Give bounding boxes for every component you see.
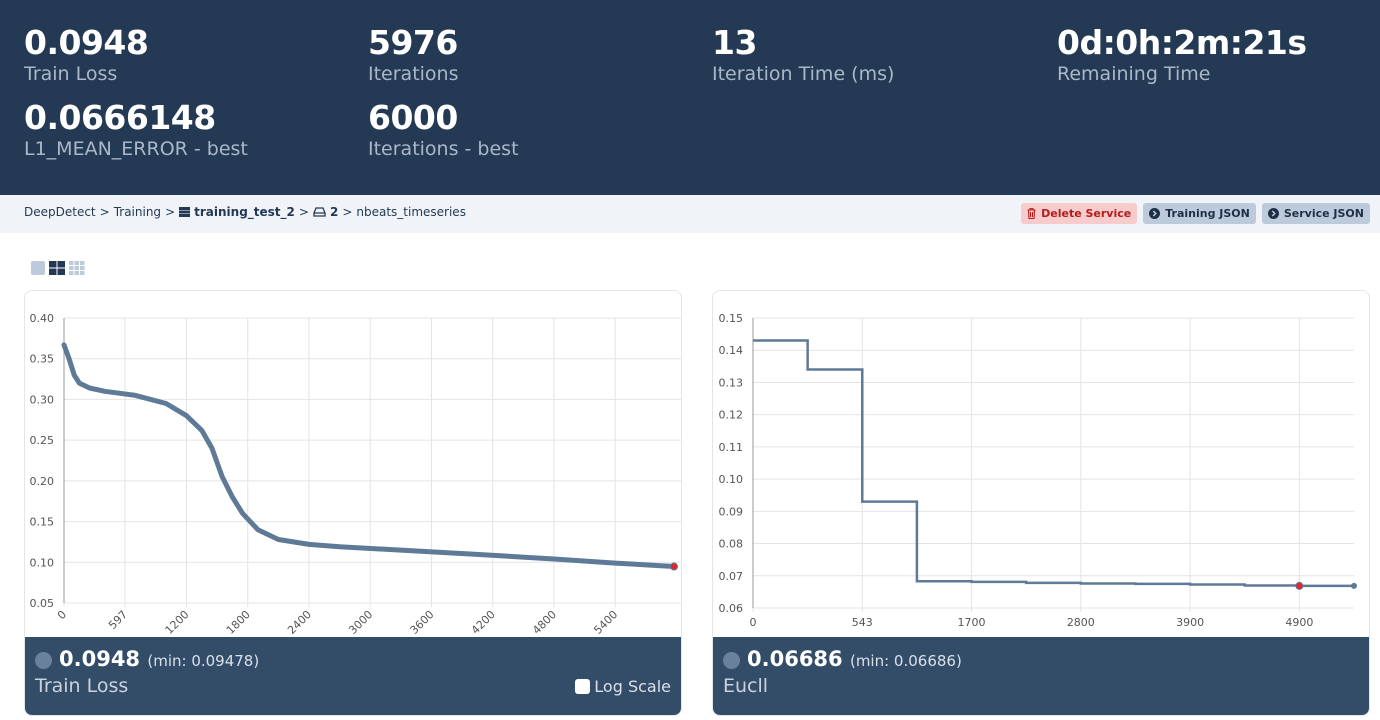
chart-name: Eucll [723, 675, 769, 697]
y-tick-label: 0.40 [30, 312, 55, 325]
training-json-button[interactable]: Training JSON [1143, 203, 1256, 224]
current-value: 0.0948 [59, 647, 141, 671]
x-tick-label: 4900 [1285, 616, 1313, 629]
last-point [1351, 582, 1357, 589]
breadcrumb-root[interactable]: DeepDetect [24, 205, 96, 219]
x-tick-label: 1800 [224, 608, 253, 637]
layout-grid-3-icon[interactable] [69, 261, 85, 275]
hdd-icon [313, 207, 326, 217]
log-scale-label: Log Scale [594, 677, 671, 696]
x-tick-label: 4800 [530, 608, 559, 637]
min-value: (min: 0.06686) [849, 652, 962, 670]
delete-label: Delete Service [1041, 207, 1132, 220]
stat-train-loss: 0.0948 Train Loss [24, 23, 149, 86]
series-color-dot [723, 652, 740, 669]
x-tick-label: 2400 [285, 608, 314, 637]
breadcrumb-model: nbeats_timeseries [356, 205, 466, 219]
stat-best-error: 0.0666148 L1_MEAN_ERROR - best [24, 98, 248, 161]
service-json-label: Service JSON [1283, 207, 1364, 220]
training-json-label: Training JSON [1165, 207, 1250, 220]
stat-remaining-time: 0d:0h:2m:21s Remaining Time [1057, 23, 1307, 86]
stats-header: 0.0948 Train Loss 5976 Iterations 13 Iterat… [0, 0, 1380, 195]
separator: > [165, 205, 176, 219]
x-tick-label: 0 [750, 616, 757, 629]
x-tick-label: 597 [106, 608, 130, 632]
layout-single-icon[interactable] [31, 261, 45, 275]
y-tick-label: 0.15 [719, 312, 744, 325]
current-value: 0.06686 [747, 647, 843, 671]
chart-footer: 0.0948 (min: 0.09478) Train Loss Log Sca… [25, 637, 681, 715]
y-tick-label: 0.13 [719, 376, 744, 389]
stat-iterations: 5976 Iterations [368, 23, 459, 86]
chevron-circle-right-icon [1267, 208, 1279, 219]
layout-switcher [31, 261, 85, 275]
x-tick-label: 2800 [1067, 616, 1095, 629]
y-tick-label: 0.10 [719, 473, 744, 486]
y-tick-label: 0.10 [30, 556, 55, 569]
breadcrumb-repo[interactable]: 2 [329, 205, 339, 219]
x-tick-label: 1700 [958, 616, 986, 629]
chart-footer: 0.06686 (min: 0.06686) Eucll [713, 637, 1369, 715]
chevron-circle-right-icon [1149, 208, 1161, 219]
x-tick-label: 5400 [591, 608, 620, 637]
separator: > [342, 205, 353, 219]
y-tick-label: 0.11 [719, 441, 744, 454]
x-tick-label: 0 [55, 608, 69, 622]
eucll-step-line [753, 339, 1354, 588]
breadcrumb-service[interactable]: training_test_2 [194, 205, 295, 219]
chart-card-eucll: 0.15 0.14 0.13 0.12 0.11 0.10 0.09 0.08 0.07 0.06… [712, 290, 1370, 716]
breadcrumb-bar: DeepDetect > Training > training_test_2 … [0, 195, 1380, 233]
trash-icon [1027, 208, 1036, 219]
service-json-button[interactable]: Service JSON [1261, 203, 1370, 224]
y-tick-label: 0.35 [30, 353, 55, 366]
x-tick-label: 3900 [1176, 616, 1204, 629]
min-value: (min: 0.09478) [147, 652, 260, 670]
stat-iteration-time: 13 Iteration Time (ms) [712, 23, 895, 86]
separator: > [99, 205, 110, 219]
y-tick-label: 0.05 [30, 597, 55, 610]
chart-card-train-loss: 0.40 0.35 0.30 0.25 0.20 0.15 0.10 0.05 0 597 1200… [24, 290, 682, 716]
breadcrumb: DeepDetect > Training > training_test_2 … [24, 205, 466, 219]
y-tick-label: 0.15 [30, 516, 55, 529]
layout-grid-2-icon[interactable] [49, 261, 65, 275]
y-tick-label: 0.12 [719, 409, 744, 422]
train-loss-line [61, 342, 677, 569]
y-tick-label: 0.14 [719, 344, 744, 357]
y-tick-label: 0.06 [719, 602, 744, 615]
train-loss-chart: 0.40 0.35 0.30 0.25 0.20 0.15 0.10 0.050 597 1200… [30, 312, 681, 637]
y-tick-label: 0.25 [30, 434, 55, 447]
x-tick-label: 543 [852, 616, 873, 629]
separator: > [298, 205, 309, 219]
y-tick-label: 0.07 [719, 570, 744, 583]
server-icon [179, 207, 191, 217]
eucll-chart: 0.15 0.14 0.13 0.12 0.11 0.10 0.09 0.08 0.07 0.06… [719, 312, 1357, 629]
log-scale-toggle[interactable]: Log Scale [575, 677, 671, 696]
best-point [670, 562, 678, 571]
stat-best-iterations: 6000 Iterations - best [368, 98, 519, 161]
x-tick-label: 3000 [346, 608, 375, 637]
x-tick-label: 1200 [163, 608, 192, 637]
log-scale-checkbox[interactable] [575, 679, 591, 694]
y-tick-label: 0.30 [30, 393, 55, 406]
y-tick-label: 0.09 [719, 505, 744, 518]
x-tick-label: 4200 [469, 608, 498, 637]
x-tick-label: 3600 [408, 608, 437, 637]
series-color-dot [35, 652, 52, 669]
chart-name: Train Loss [35, 675, 129, 697]
y-tick-label: 0.08 [719, 538, 744, 551]
best-point [1295, 581, 1304, 590]
y-tick-label: 0.20 [30, 475, 55, 488]
delete-service-button[interactable]: Delete Service [1021, 203, 1138, 224]
breadcrumb-training[interactable]: Training [113, 205, 162, 219]
